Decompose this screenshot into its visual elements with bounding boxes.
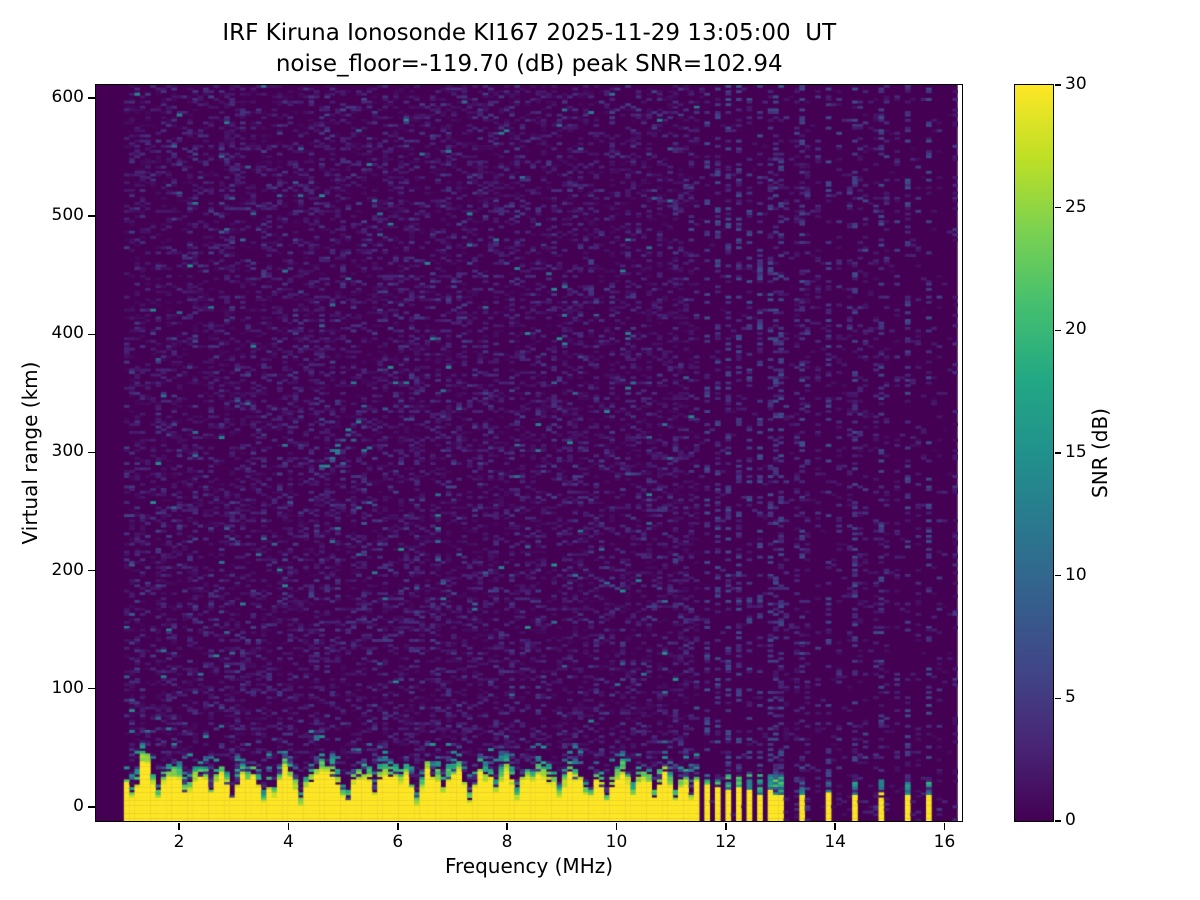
y-tick	[88, 569, 95, 572]
y-tick-label: 200	[51, 559, 84, 580]
x-tick	[397, 822, 399, 830]
colorbar-tick-label: 0	[1065, 810, 1076, 830]
colorbar-tick	[1054, 820, 1061, 822]
x-tick-label: 6	[392, 832, 404, 852]
chart-title: IRF Kiruna Ionosonde KI167 2025-11-29 13…	[97, 18, 963, 80]
ionogram-heatmap	[96, 84, 958, 821]
x-tick	[834, 822, 836, 830]
y-tick	[88, 806, 95, 808]
x-tick-label: 14	[824, 832, 846, 852]
x-tick	[287, 822, 290, 830]
y-tick-label: 100	[51, 677, 84, 698]
colorbar-tick-label: 15	[1065, 442, 1087, 462]
x-axis-label: Frequency (MHz)	[444, 854, 614, 878]
colorbar-tick	[1054, 329, 1061, 332]
title-line-1: IRF Kiruna Ionosonde KI167 2025-11-29 13…	[222, 20, 837, 46]
x-tick	[943, 822, 946, 830]
colorbar-tick-label: 10	[1065, 564, 1087, 585]
y-tick	[88, 215, 95, 217]
colorbar-tick	[1054, 574, 1061, 577]
x-tick-label: 10	[605, 832, 628, 852]
colorbar-tick	[1054, 452, 1061, 454]
colorbar-tick-label: 25	[1065, 196, 1087, 217]
y-tick	[88, 333, 95, 336]
colorbar-tick-label: 5	[1065, 687, 1076, 708]
y-tick-label: 300	[51, 441, 84, 462]
x-tick-label: 2	[173, 832, 185, 852]
y-tick-label: 500	[51, 205, 84, 226]
y-tick	[88, 97, 95, 99]
colorbar-tick-label: 30	[1065, 74, 1087, 94]
x-tick	[725, 822, 727, 830]
colorbar-tick	[1054, 206, 1061, 209]
colorbar-gradient	[1014, 84, 1053, 821]
x-tick	[615, 822, 618, 830]
title-line-2: noise_floor=-119.70 (dB) peak SNR=102.94	[275, 51, 783, 77]
colorbar-tick	[1054, 84, 1061, 86]
x-tick-label: 16	[933, 832, 956, 852]
y-tick-label: 600	[51, 86, 84, 107]
y-tick-label: 400	[51, 323, 84, 344]
x-tick-label: 8	[501, 832, 513, 852]
x-tick-label: 12	[714, 832, 737, 852]
colorbar	[1013, 83, 1054, 822]
y-tick	[88, 451, 95, 454]
y-tick	[88, 687, 95, 690]
colorbar-tick	[1054, 697, 1061, 700]
plot-area	[95, 83, 963, 822]
x-tick-label: 4	[282, 832, 294, 852]
y-tick-label: 0	[73, 795, 84, 816]
colorbar-tick-label: 20	[1065, 319, 1087, 340]
x-tick	[506, 822, 508, 830]
x-tick	[178, 822, 180, 830]
